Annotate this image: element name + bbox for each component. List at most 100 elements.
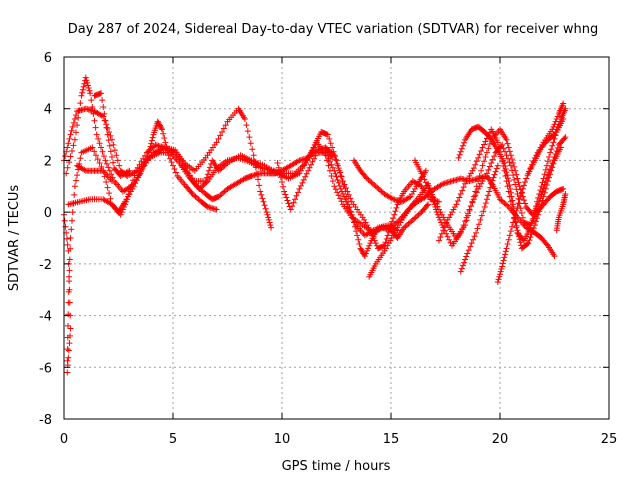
- data-point: [561, 135, 568, 142]
- data-point: [526, 237, 533, 244]
- data-point: [417, 210, 424, 217]
- data-point: [277, 174, 284, 181]
- data-point: [106, 128, 113, 135]
- data-point: [267, 222, 274, 229]
- data-point: [168, 159, 175, 166]
- data-point: [496, 273, 503, 280]
- data-point: [66, 135, 73, 142]
- data-point: [129, 185, 136, 192]
- data-point: [81, 80, 88, 87]
- data-point: [517, 192, 524, 199]
- data-point: [124, 193, 131, 200]
- data-point: [246, 134, 253, 141]
- data-point: [341, 193, 348, 200]
- data-point: [522, 200, 529, 207]
- data-point: [469, 198, 476, 205]
- data-point: [482, 200, 489, 207]
- data-point: [548, 146, 555, 153]
- x-tick-label: 15: [383, 432, 400, 447]
- data-point: [510, 201, 517, 208]
- data-point: [294, 158, 301, 165]
- data-point: [460, 184, 467, 191]
- data-point: [116, 162, 123, 169]
- data-point: [407, 193, 414, 200]
- data-point: [335, 192, 342, 199]
- data-point: [504, 172, 511, 179]
- data-point: [189, 191, 196, 198]
- data-point: [324, 152, 331, 159]
- data-point: [356, 241, 363, 248]
- data-point: [71, 136, 78, 143]
- data-point: [390, 232, 397, 239]
- y-tick-label: 0: [44, 206, 52, 221]
- data-point: [502, 166, 509, 173]
- data-point: [362, 250, 369, 257]
- data-point: [478, 212, 485, 219]
- data-point: [347, 195, 354, 202]
- data-point: [340, 178, 347, 185]
- data-point: [325, 147, 332, 154]
- data-point: [218, 165, 225, 172]
- data-point: [293, 192, 300, 199]
- data-point: [486, 163, 493, 170]
- data-point: [140, 155, 147, 162]
- data-point: [383, 235, 390, 242]
- data-point: [403, 222, 410, 229]
- data-point: [461, 259, 468, 266]
- data-point: [502, 201, 509, 208]
- data-point: [292, 196, 299, 203]
- data-point: [299, 179, 306, 186]
- data-point: [64, 346, 71, 353]
- data-point: [193, 194, 200, 201]
- data-point: [491, 171, 498, 178]
- data-point: [99, 148, 106, 155]
- data-point: [294, 189, 301, 196]
- series-track-3: [63, 74, 220, 213]
- data-point: [64, 334, 71, 341]
- data-point: [289, 203, 296, 210]
- data-point: [170, 162, 176, 169]
- data-point: [544, 158, 551, 165]
- data-point: [203, 174, 210, 181]
- data-point: [475, 178, 482, 185]
- data-point: [202, 178, 209, 185]
- data-point: [503, 136, 510, 143]
- data-point: [511, 176, 518, 183]
- data-point: [369, 180, 376, 187]
- data-point: [368, 179, 375, 186]
- data-point: [90, 110, 97, 117]
- data-point: [469, 167, 476, 174]
- data-point: [282, 191, 289, 198]
- y-tick-label: 6: [44, 51, 52, 66]
- data-point: [355, 236, 362, 243]
- data-point: [127, 188, 134, 195]
- data-point: [262, 205, 269, 212]
- data-point: [458, 265, 465, 272]
- data-point: [485, 145, 492, 152]
- data-point: [458, 145, 465, 152]
- data-point: [505, 236, 512, 243]
- data-point: [539, 179, 546, 186]
- data-point: [351, 218, 358, 225]
- data-point: [310, 144, 317, 151]
- data-point: [64, 144, 71, 151]
- data-point: [489, 156, 496, 163]
- data-point: [303, 170, 310, 177]
- data-point: [540, 193, 547, 200]
- data-point: [305, 154, 312, 161]
- x-tick-label: 10: [274, 432, 291, 447]
- data-point: [466, 207, 473, 214]
- data-point: [554, 113, 561, 120]
- data-point: [531, 207, 538, 214]
- data-point: [65, 311, 72, 318]
- data-point: [481, 203, 488, 210]
- data-point: [100, 153, 107, 160]
- data-point: [64, 164, 71, 171]
- data-point: [106, 142, 113, 149]
- data-point: [82, 74, 89, 81]
- series-track-18: [553, 191, 569, 234]
- data-point: [372, 183, 379, 190]
- data-point: [99, 97, 106, 104]
- data-point: [428, 191, 435, 198]
- data-point: [421, 176, 428, 183]
